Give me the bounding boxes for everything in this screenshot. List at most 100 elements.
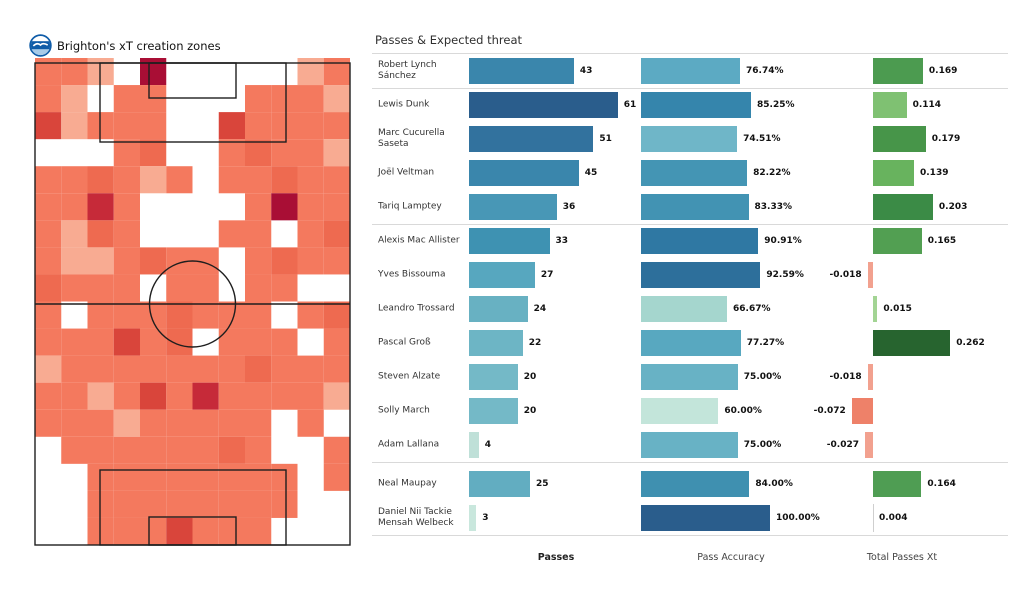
heat-cell [297,193,324,221]
heat-cell [166,382,193,410]
xt-value: 0.015 [883,304,912,314]
heat-cell [245,490,272,518]
heat-cell [35,112,62,140]
heat-cell [323,301,350,329]
heat-cell [113,355,140,383]
pass-accuracy-bar [641,505,770,531]
heat-cell [218,112,245,140]
heat-cell [271,247,298,275]
center-circle [148,260,237,348]
passes-bar [469,92,618,118]
passes-bar [469,262,535,288]
heat-cell [35,166,62,194]
six-yard-box-top [148,62,237,99]
heat-cell [113,112,140,140]
heat-cell [61,382,88,410]
passes-value: 25 [536,479,549,489]
player-name: Alexis Mac Allister [378,235,460,246]
passes-bar [469,432,479,458]
heat-cell [113,193,140,221]
heat-cell [297,139,324,167]
player-name: Adam Lallana [378,439,440,450]
heat-cell [113,490,140,518]
heat-cell [218,220,245,248]
heat-cell [140,328,167,356]
pass-accuracy-bar [641,58,740,84]
heat-cell [35,193,62,221]
heat-cell [297,85,324,113]
heat-cell [61,58,88,86]
heat-cell [140,139,167,167]
heat-cell [245,112,272,140]
heat-cell [87,409,114,437]
xt-value: 0.114 [912,100,942,110]
pass-accuracy-value: 75.00% [743,440,782,450]
heat-cell [87,301,114,329]
passes-bar [469,126,594,152]
xt-bar [865,432,873,458]
heatmap-cells [35,58,350,545]
heat-cell [166,463,193,491]
xt-value: 0.179 [931,134,961,144]
pass-accuracy-bar [641,160,748,186]
heat-cell [297,409,324,437]
heat-cell [245,193,272,221]
heat-cell [35,247,62,275]
passes-bar [469,160,579,186]
passes-value: 36 [562,202,576,212]
heat-cell [218,463,245,491]
pass-accuracy-bar [641,432,738,458]
pass-accuracy-value: 85.25% [757,100,795,110]
heat-cell [323,139,350,167]
heat-cell [218,517,245,545]
heat-cell [113,409,140,437]
xt-value: 0.139 [920,168,949,178]
pass-accuracy-bar [641,364,738,390]
pass-accuracy-value: 75.00% [743,372,782,382]
heat-cell [271,490,298,518]
heat-cell [245,409,272,437]
pass-accuracy-bar [641,228,759,254]
heat-cell [113,382,140,410]
player-name: Steven Alzate [378,371,441,382]
heat-cell [297,166,324,194]
heat-cell [323,328,350,356]
passes-value: 27 [540,270,554,280]
heat-cell [297,247,324,275]
heat-cell [323,58,350,86]
heat-cell [245,328,272,356]
pass-accuracy-value: 84.00% [755,479,793,489]
heat-cell [35,382,62,410]
xt-bar [873,330,951,356]
heat-cell [61,247,88,275]
heat-cell [323,463,350,491]
seagull-icon [32,42,49,47]
xt-value: 0.169 [928,66,958,76]
heat-cell [271,355,298,383]
heat-cell [323,193,350,221]
heat-cell [245,436,272,464]
heat-cell [166,328,193,356]
heat-cell [87,328,114,356]
heat-cell [140,112,167,140]
heat-cell [166,517,193,545]
xt-value: 0.004 [879,513,908,523]
passes-value: 4 [484,440,492,450]
heat-cell [61,193,88,221]
xt-value: -0.072 [813,406,846,416]
heat-cell [245,463,272,491]
heat-cell [140,247,167,275]
heat-cell [61,220,88,248]
heat-cell [192,301,219,329]
pass-accuracy-value: 82.22% [753,168,791,178]
axis-label-pass-accuracy: Pass Accuracy [697,552,765,563]
pass-accuracy-bar [641,330,741,356]
player-name: Leandro Trossard [378,303,455,314]
heat-cell [218,436,245,464]
player-name: Daniel Nii Tackie Mensah Welbeck [378,506,454,528]
passes-value: 45 [584,168,598,178]
player-name: Marc Cucurella Saseta [378,127,445,149]
heat-cell [192,490,219,518]
axis-label-passes: Passes [537,552,575,563]
